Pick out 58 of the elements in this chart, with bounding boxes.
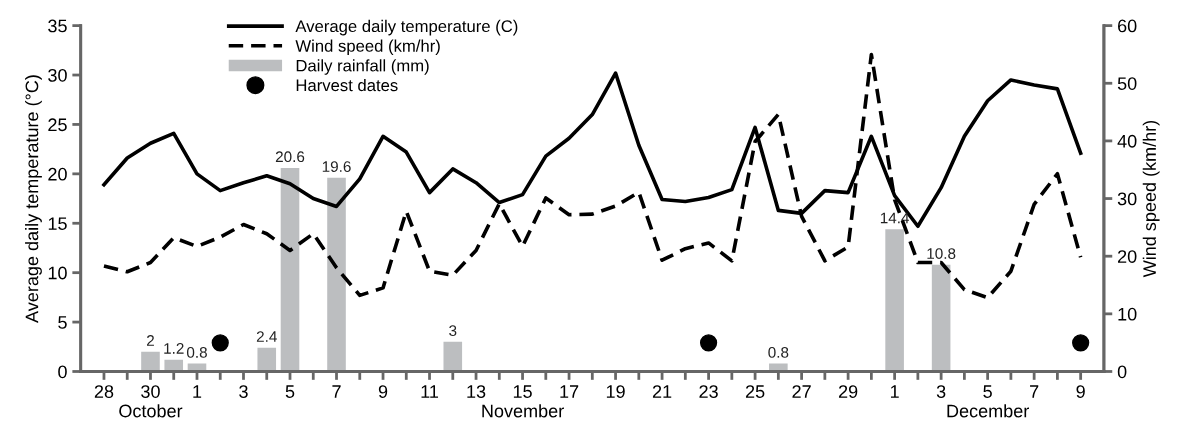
data-label: 2.4 [256, 331, 277, 342]
bar [257, 347, 277, 372]
x-tick-label: 28 [94, 385, 114, 398]
x-tick-label: 7 [1030, 385, 1039, 398]
x-tick-label: 5 December [947, 385, 1029, 418]
x-tick-label: 30 October [119, 385, 183, 418]
data-label: 0.8 [768, 346, 789, 358]
x-tick-label: 9 [378, 385, 388, 398]
legend-label: Wind speed (km/hr) [295, 39, 440, 56]
y-tick-label: 25 [48, 118, 67, 132]
bar [885, 229, 904, 372]
x-tick-label: 3 [239, 385, 248, 398]
data-label: 20.6 [275, 151, 305, 163]
y-tick-label: 20 [48, 167, 67, 181]
y2-tick-label: 50 [1117, 77, 1137, 90]
legend-label: Average daily temperature (C) [295, 19, 518, 36]
bar [280, 167, 300, 372]
data-label: 1.2 [164, 343, 184, 354]
x-tick-label: 19 [606, 385, 625, 398]
x-tick-label: 7 [332, 385, 341, 398]
y-tick-label: 15 [48, 217, 67, 230]
data-label: 19.6 [322, 161, 351, 173]
x-tick-label: 29 [838, 385, 858, 398]
x-tick-label: 1 [193, 385, 202, 398]
y2-tick-label: 60 [1118, 19, 1137, 33]
data-label: 3 [449, 325, 457, 337]
y2-tick-label: 20 [1118, 250, 1137, 263]
bar [327, 177, 346, 372]
y-tick-label: 0 [58, 365, 67, 379]
x-tick-label: 21 [652, 385, 672, 398]
bar [443, 341, 463, 372]
x-tick-label: 3 [936, 385, 946, 398]
y-tick-label: 10 [48, 266, 67, 280]
data-label: 0.8 [186, 346, 207, 358]
bar [931, 264, 951, 372]
x-tick-label: 11 [421, 385, 439, 398]
data-label: 14.4 [880, 212, 910, 224]
y-tick-label: 30 [48, 68, 67, 82]
y-tick-label: 35 [48, 19, 67, 33]
y2-tick-label: 0 [1117, 365, 1127, 379]
x-tick-label: 23 [699, 385, 718, 398]
x-tick-label: 5 [285, 385, 295, 398]
x-tick-label: 1 [890, 385, 899, 398]
x-tick-label: 9 [1076, 385, 1085, 398]
x-tick-label: 17 [560, 385, 579, 398]
y2-tick-label: 30 [1117, 192, 1137, 206]
bar [141, 351, 160, 372]
y2-tick-label: 10 [1118, 307, 1137, 321]
y2-axis-title: Wind speed (km/hr) [1142, 120, 1160, 278]
data-label: 10.8 [927, 248, 956, 259]
x-tick-label: 25 [745, 385, 765, 398]
y2-tick-label: 40 [1117, 134, 1137, 148]
data-label: 2 [147, 335, 154, 346]
legend-label: Daily rainfall (mm) [296, 59, 429, 75]
x-tick-label: 27 [792, 385, 811, 398]
y-tick-label: 5 [58, 316, 67, 329]
y-axis-title: Average daily temperature (°C) [25, 75, 42, 323]
legend-label: Harvest dates [296, 78, 398, 92]
